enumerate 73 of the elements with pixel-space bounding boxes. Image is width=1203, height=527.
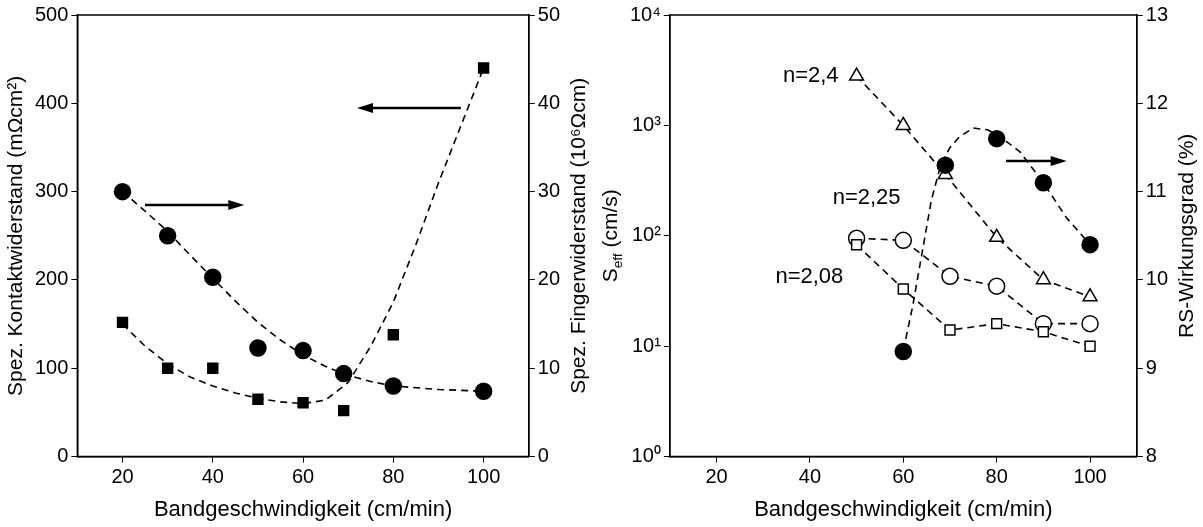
y-tick-label: 10² [631,223,662,246]
point [848,67,865,81]
point [990,317,1003,330]
y-tick-label: 10¹ [631,333,662,356]
y2-tick-label: 11 [1145,179,1167,202]
y-tick-label: 10⁴ [630,2,661,25]
y-axis-title: Spez. Kontaktwiderstand (mΩcm²) [2,75,26,396]
y-tick-label: 100 [34,355,69,378]
series-label: n=2,4 [782,62,839,88]
series-label: n=2,08 [775,263,844,289]
point [1084,340,1096,352]
y-axis-title: Seff (cm/s) [597,189,626,283]
point [384,377,403,395]
x-tick-label: 100 [1073,465,1107,488]
y-tick-label: 200 [34,267,69,290]
point [207,362,219,374]
point [987,277,1006,295]
point [116,316,129,329]
x-tick-label: 40 [798,465,822,488]
point [252,393,264,405]
y2-tick-label: 9 [1145,355,1157,378]
point [161,362,174,374]
point [113,182,132,201]
point [297,397,309,409]
point [895,116,911,131]
y2-axis-title: Spez. Fingerwiderstand (10⁶Ωcm) [565,77,589,394]
point [294,341,312,360]
y2-axis-title: RS-Wirkungsgrad (%) [1173,133,1197,338]
point [477,62,490,74]
point [897,283,909,295]
y2-tick-label: 0 [537,444,549,467]
point [387,329,400,341]
point [334,364,353,383]
y2-tick-label: 50 [537,2,560,25]
y-tick-label: 300 [34,179,69,202]
y-tick-label: 500 [34,2,69,25]
y2-tick-label: 13 [1145,2,1168,25]
point [1082,288,1098,302]
point [158,227,177,245]
point [474,382,493,400]
point [337,404,350,417]
point [989,228,1005,243]
y-tick-label: 10³ [631,112,662,135]
x-tick-label: 60 [892,465,915,488]
y2-tick-label: 20 [537,267,560,290]
x-tick-label: 60 [291,465,315,488]
point [941,267,959,286]
point [249,339,267,357]
x-tick-label: 40 [201,465,224,488]
point [850,239,863,251]
point [894,231,913,250]
y-tick-label: 400 [34,90,69,113]
x-tick-label: 100 [466,465,501,488]
x-tick-label: 20 [705,465,728,488]
series-label: n=2,25 [832,184,901,210]
x-tick-label: 80 [985,465,1008,488]
y2-tick-label: 10 [1145,267,1168,290]
point [1037,326,1050,338]
x-axis-title: Bandgeschwindigkeit (cm/min) [153,495,453,521]
point [944,324,956,336]
x-tick-label: 20 [111,465,134,488]
y-tick-label: 0 [57,444,69,467]
y2-tick-label: 40 [537,90,560,113]
point [1035,270,1052,285]
y2-tick-label: 10 [537,355,560,378]
x-axis-title: Bandgeschwindigkeit (cm/min) [754,495,1053,521]
y2-tick-label: 12 [1145,90,1168,113]
y2-tick-label: 8 [1145,444,1157,467]
point [204,268,222,287]
point [1081,314,1099,333]
x-tick-label: 80 [382,465,405,488]
y-tick-label: 10⁰ [631,444,661,467]
y2-tick-label: 30 [537,179,560,202]
